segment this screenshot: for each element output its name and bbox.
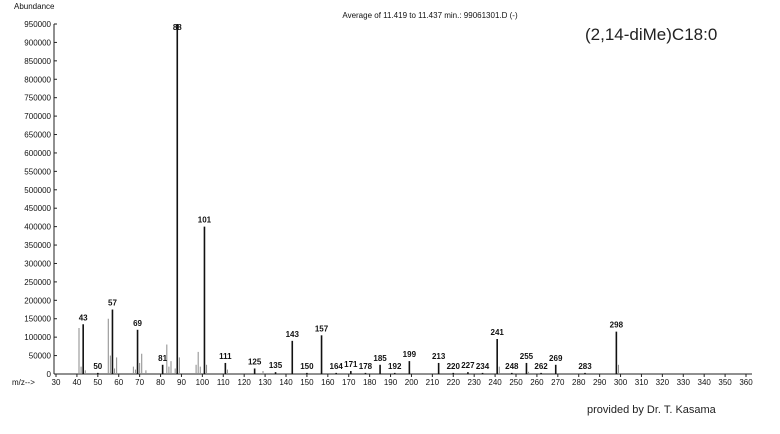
x-tick-label: 200 (405, 378, 419, 387)
y-tick-label: 350000 (24, 241, 51, 250)
y-tick-label: 50000 (29, 352, 52, 361)
credit: provided by Dr. T. Kasama (587, 404, 717, 416)
y-tick-label: 300000 (24, 259, 51, 268)
x-tick-label: 290 (593, 378, 607, 387)
y-tick-label: 900000 (24, 38, 51, 47)
peak-label: 199 (403, 350, 417, 359)
y-tick-label: 100000 (24, 333, 51, 342)
peak-label: 241 (491, 328, 505, 337)
y-tick-label: 700000 (24, 112, 51, 121)
x-tick-label: 170 (342, 378, 356, 387)
y-tick-label: 250000 (24, 278, 51, 287)
y-tick-label: 550000 (24, 167, 51, 176)
x-tick-label: 140 (279, 378, 293, 387)
x-tick-label: 130 (258, 378, 272, 387)
y-tick-label: 750000 (24, 94, 51, 103)
x-tick-label: 190 (384, 378, 398, 387)
peak-label: 101 (198, 216, 212, 225)
x-tick-label: 110 (217, 378, 230, 387)
peak-label: 298 (610, 321, 624, 330)
y-tick-label: 400000 (24, 223, 51, 232)
y-tick-label: 450000 (24, 204, 51, 213)
y-tick-label: 200000 (24, 296, 51, 305)
peak-label: 178 (359, 362, 373, 371)
peak-label: 269 (549, 354, 563, 363)
x-tick-label: 280 (572, 378, 586, 387)
peak-label: 171 (344, 360, 358, 369)
x-tick-label: 360 (739, 378, 753, 387)
peak-label: 220 (447, 362, 461, 371)
peak-label: 164 (330, 362, 344, 371)
peak-label: 50 (93, 362, 102, 371)
x-tick-label: 320 (656, 378, 670, 387)
peak-label: 43 (79, 313, 88, 322)
y-tick-label: 0 (47, 370, 52, 379)
peak-label: 185 (373, 354, 387, 363)
y-tick-label: 150000 (24, 315, 51, 324)
y-tick-label: 950000 (24, 20, 51, 29)
peak-label: 234 (476, 362, 490, 371)
x-tick-label: 150 (300, 378, 314, 387)
chart-title: Average of 11.419 to 11.437 min.: 990613… (342, 11, 518, 20)
x-tick-label: 270 (551, 378, 565, 387)
peak-label: 255 (520, 352, 534, 361)
x-tick-label: 120 (238, 378, 252, 387)
peak-label: 227 (461, 361, 475, 370)
y-tick-label: 500000 (24, 186, 51, 195)
y-tick-label: 800000 (24, 75, 51, 84)
peak-label: 88 (173, 23, 182, 32)
peak-label: 192 (388, 362, 402, 371)
peak-label: 81 (158, 354, 167, 363)
x-tick-label: 70 (135, 378, 144, 387)
x-tick-label: 210 (426, 378, 440, 387)
x-tick-label: 310 (635, 378, 649, 387)
x-tick-label: 40 (72, 378, 81, 387)
x-tick-label: 250 (509, 378, 523, 387)
x-tick-label: 330 (677, 378, 691, 387)
x-tick-label: 160 (321, 378, 335, 387)
y-tick-label: 650000 (24, 131, 51, 140)
x-tick-label: 300 (614, 378, 628, 387)
x-tick-label: 30 (52, 378, 61, 387)
peak-label: 213 (432, 352, 446, 361)
peak-label: 69 (133, 319, 142, 328)
x-tick-label: 50 (93, 378, 102, 387)
x-tick-label: 340 (698, 378, 712, 387)
peak-label: 283 (578, 362, 592, 371)
y-axis-label: Abundance (14, 2, 55, 11)
peak-label: 143 (286, 330, 300, 339)
x-tick-label: 220 (447, 378, 461, 387)
peak-label: 135 (269, 361, 283, 370)
x-tick-label: 100 (196, 378, 210, 387)
x-tick-label: 80 (156, 378, 165, 387)
peak-label: 125 (248, 357, 262, 366)
peak-label: 262 (534, 362, 548, 371)
peak-label: 157 (315, 324, 329, 333)
peak-label: 111 (219, 352, 232, 361)
y-tick-label: 600000 (24, 149, 51, 158)
x-tick-label: 180 (363, 378, 377, 387)
y-tick-label: 850000 (24, 57, 51, 66)
x-tick-label: 240 (488, 378, 502, 387)
x-tick-label: 260 (530, 378, 544, 387)
peak-label: 57 (108, 299, 117, 308)
x-tick-label: 60 (114, 378, 123, 387)
x-tick-label: 230 (468, 378, 482, 387)
peak-label: 248 (505, 362, 519, 371)
x-tick-label: 90 (177, 378, 186, 387)
compound-name: (2,14-diMe)C18:0 (585, 25, 717, 44)
x-axis-label: m/z--> (12, 378, 35, 387)
peak-label: 150 (300, 362, 314, 371)
x-tick-label: 350 (718, 378, 732, 387)
